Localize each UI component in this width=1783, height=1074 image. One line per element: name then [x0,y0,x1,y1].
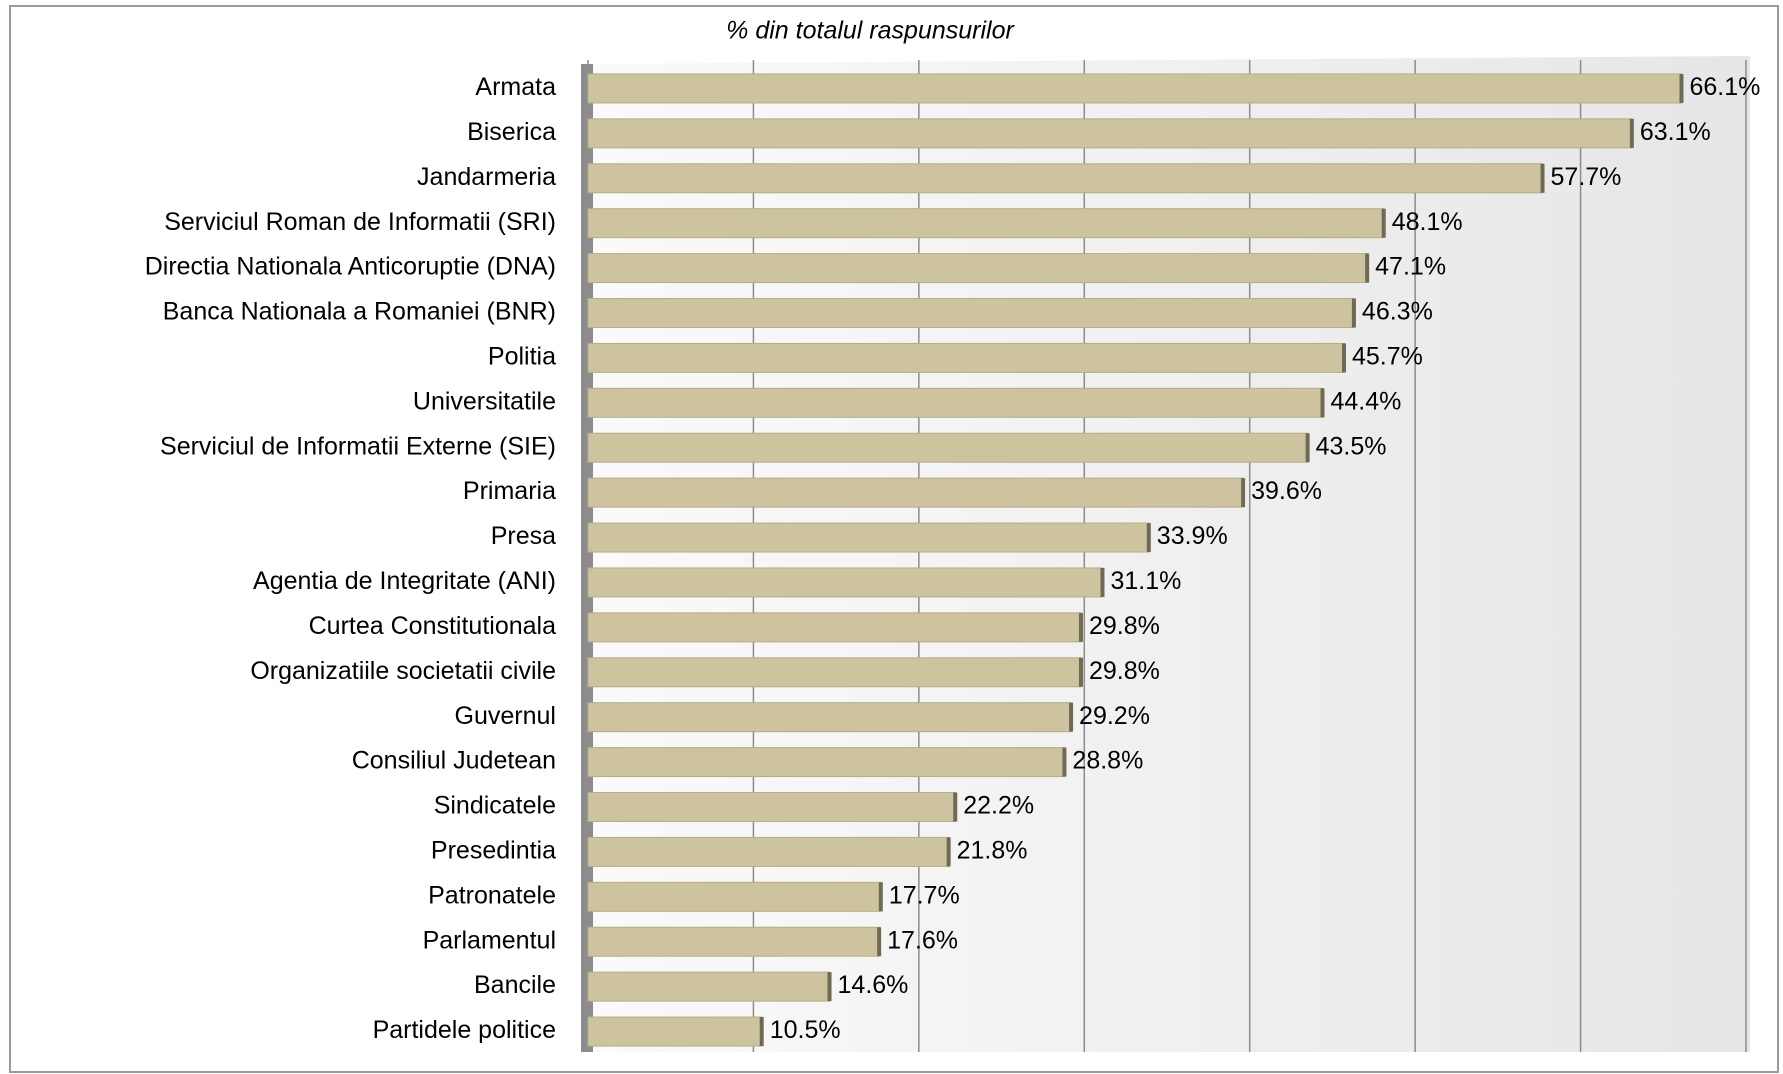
bar [587,1016,763,1047]
data-label: 31.1% [1110,567,1181,595]
data-label: 48.1% [1392,208,1463,236]
category-label: Patronatele [428,881,556,909]
bar-cap [946,837,951,867]
bar-cap [1629,118,1634,148]
bar [587,881,882,912]
category-label: Banca Nationala a Romaniei (BNR) [163,298,556,326]
bar [587,702,1072,733]
bar-cap [953,792,958,822]
data-label: 45.7% [1352,343,1423,371]
data-label: 63.1% [1640,118,1711,146]
bar [587,792,956,822]
data-label: 29.8% [1089,612,1160,640]
category-label: Organizatiile societatii civile [250,657,556,685]
bar [587,567,1103,598]
category-label: Presedintia [431,837,556,865]
category-label: Biserica [467,118,556,146]
bar [587,971,831,1002]
data-label: 28.8% [1072,747,1143,775]
data-label: 43.5% [1316,432,1387,460]
data-label: 29.8% [1089,657,1160,685]
category-label: Directia Nationala Anticoruptie (DNA) [145,253,556,281]
bar [587,163,1544,194]
category-label: Politia [488,343,556,371]
bar-cap [1381,208,1386,238]
category-label: Agentia de Integritate (ANI) [253,567,556,595]
bar-cap [1365,253,1370,283]
bar-cap [759,1017,764,1047]
bar-cap [1320,388,1325,418]
category-label: Sindicatele [434,792,556,820]
bar-cap [1078,657,1083,687]
bar-cap [877,927,882,957]
category-label: Serviciul de Informatii Externe (SIE) [160,432,556,460]
bar [587,477,1244,508]
category-label: Partidele politice [373,1016,556,1044]
data-label: 33.9% [1157,522,1228,550]
category-label: Primaria [463,477,556,505]
data-label: 47.1% [1375,253,1446,281]
bar [587,298,1355,328]
data-label: 57.7% [1551,163,1622,191]
bar-cap [1241,478,1246,508]
bar [587,836,950,867]
bar-cap [1146,523,1151,553]
bar [587,657,1082,688]
category-label: Bancile [474,971,556,999]
data-label: 21.8% [957,837,1028,865]
bar [587,387,1324,418]
bar-cap [878,882,883,912]
bar-cap [1100,567,1105,597]
bar [587,208,1385,239]
data-label: 46.3% [1362,298,1433,326]
data-label: 66.1% [1689,73,1760,101]
data-label: 39.6% [1251,477,1322,505]
category-label: Curtea Constitutionala [309,612,556,640]
bar-cap [1540,163,1545,193]
chart-title: % din totalul raspunsurilor [726,17,1015,45]
data-label: 22.2% [963,792,1034,820]
bar-cap [1062,747,1067,777]
bar [587,522,1150,553]
bar-cap [827,972,832,1002]
bar [587,432,1309,463]
bar-cap [1305,433,1310,463]
bar [587,926,880,957]
category-label: Armata [475,73,556,101]
bar [587,342,1345,373]
bar [587,253,1368,284]
data-label: 10.5% [770,1016,841,1044]
category-label: Presa [491,522,556,550]
bar [587,118,1633,149]
bar [587,73,1682,104]
category-label: Universitatile [413,387,556,415]
data-label: 14.6% [838,971,909,999]
frame [9,5,1779,1073]
bar-cap [1342,343,1347,373]
bar-cap [1351,298,1356,328]
data-label: 17.6% [887,926,958,954]
data-label: 44.4% [1331,387,1402,415]
category-label: Serviciul Roman de Informatii (SRI) [164,208,556,236]
bar-cap [1078,612,1083,642]
data-label: 17.7% [889,881,960,909]
bar-cap [1679,73,1684,103]
bar-cap [1069,702,1074,732]
category-label: Jandarmeria [417,163,556,191]
category-label: Guvernul [455,702,556,730]
category-label: Consiliul Judetean [352,747,556,775]
bar [587,612,1082,643]
bar [587,747,1065,778]
category-label: Parlamentul [423,926,556,954]
data-label: 29.2% [1079,702,1150,730]
